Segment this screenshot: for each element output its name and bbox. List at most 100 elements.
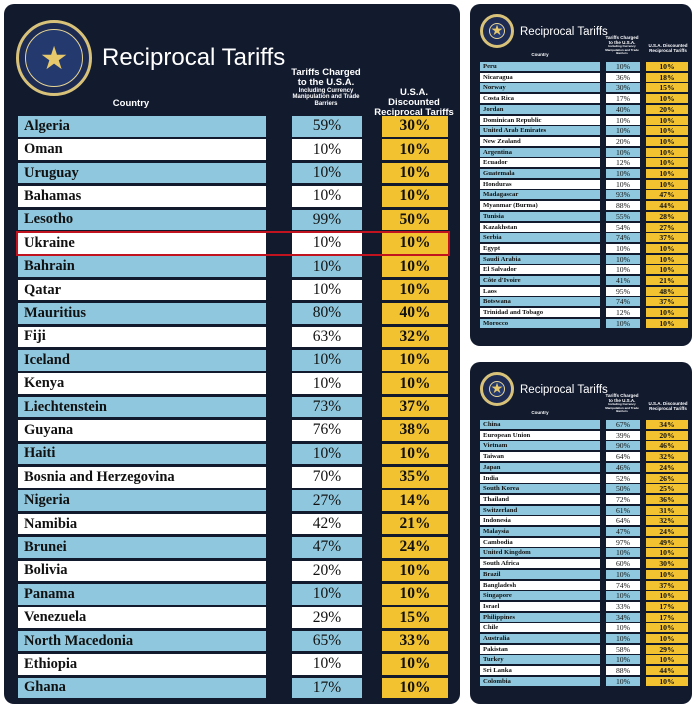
eagle-icon: ★: [39, 39, 69, 77]
reciprocal-tariff-cell: 38%: [382, 420, 448, 441]
table-row: Pakistan 58% 29%: [470, 644, 692, 654]
charged-tariff-cell: 58%: [606, 644, 640, 654]
country-cell: Norway: [480, 83, 600, 93]
reciprocal-tariff-cell: 10%: [646, 655, 688, 665]
reciprocal-tariff-cell: 36%: [646, 494, 688, 504]
reciprocal-tariff-cell: 18%: [646, 72, 688, 82]
charged-tariff-cell: 59%: [292, 116, 362, 137]
table-row: Guatemala 10% 10%: [470, 169, 692, 179]
country-cell: South Korea: [480, 484, 600, 494]
country-cell: Guatemala: [480, 169, 600, 179]
country-cell: Oman: [18, 139, 266, 160]
charged-tariff-cell: 64%: [606, 516, 640, 526]
reciprocal-tariff-cell: 50%: [382, 209, 448, 231]
table-row: Haiti 10% 10%: [4, 443, 460, 465]
table-row: Bolivia 20% 10%: [4, 560, 460, 582]
table-row: Trinidad and Tobago 12% 10%: [470, 308, 692, 318]
charged-tariff-cell: 88%: [606, 201, 640, 211]
reciprocal-tariff-cell: 10%: [382, 350, 448, 371]
reciprocal-tariff-cell: 24%: [646, 527, 688, 537]
reciprocal-tariff-cell: 10%: [382, 560, 448, 582]
table-row: Thailand 72% 36%: [470, 494, 692, 504]
table-row: Brazil 10% 10%: [470, 569, 692, 579]
charged-tariff-cell: 10%: [606, 179, 640, 189]
country-cell: Serbia: [480, 233, 600, 243]
reciprocal-tariff-cell: 49%: [646, 537, 688, 547]
column-header-reciprocal: U.S.A. Discounted Reciprocal Tariffs: [374, 87, 454, 118]
table-row: Honduras 10% 10%: [470, 179, 692, 189]
presidential-seal-icon: ★: [16, 20, 92, 96]
reciprocal-tariff-cell: 34%: [646, 420, 688, 430]
table-row: Norway 30% 15%: [470, 83, 692, 93]
charged-tariff-cell: 10%: [606, 634, 640, 644]
charged-tariff-cell: 74%: [606, 580, 640, 590]
country-cell: Lesotho: [18, 209, 266, 231]
table-row: Indonesia 64% 32%: [470, 516, 692, 526]
reciprocal-tariff-cell: 24%: [646, 462, 688, 472]
charged-tariff-cell: 42%: [292, 513, 362, 535]
reciprocal-tariff-cell: 10%: [646, 62, 688, 72]
charged-tariff-cell: 47%: [292, 537, 362, 558]
table-row: Turkey 10% 10%: [470, 655, 692, 665]
table-row: Dominican Republic 10% 10%: [470, 115, 692, 125]
table-row: Iceland 10% 10%: [4, 350, 460, 371]
table-row: Botswana 74% 37%: [470, 297, 692, 307]
reciprocal-tariff-cell: 24%: [382, 537, 448, 558]
reciprocal-tariff-cell: 10%: [646, 136, 688, 146]
country-cell: Turkey: [480, 655, 600, 665]
charged-tariff-cell: 63%: [292, 326, 362, 348]
charged-tariff-cell: 95%: [606, 286, 640, 296]
charged-tariff-cell: 10%: [606, 62, 640, 72]
charged-tariff-cell: 60%: [606, 559, 640, 569]
country-cell: Malaysia: [480, 527, 600, 537]
country-cell: Dominican Republic: [480, 115, 600, 125]
country-cell: Sri Lanka: [480, 666, 600, 676]
table-row: Madagascar 93% 47%: [470, 190, 692, 200]
charged-tariff-cell: 10%: [292, 654, 362, 675]
column-header-charged-sub: Including Currency Manipulation and Trad…: [605, 44, 639, 55]
reciprocal-tariff-cell: 33%: [382, 630, 448, 652]
reciprocal-tariff-cell: 10%: [646, 254, 688, 264]
reciprocal-tariff-cell: 30%: [382, 116, 448, 137]
table-row: Israel 33% 17%: [470, 601, 692, 611]
charged-tariff-cell: 10%: [292, 373, 362, 394]
table-row: Malaysia 47% 24%: [470, 527, 692, 537]
reciprocal-tariff-cell: 10%: [382, 443, 448, 465]
table-row: Algeria 59% 30%: [4, 116, 460, 137]
column-header-charged: Tariffs Charged to the U.S.A. Including C…: [604, 35, 640, 55]
charged-tariff-cell: 29%: [292, 607, 362, 628]
country-cell: United Kingdom: [480, 548, 600, 558]
table-row: Colombia 10% 10%: [470, 676, 692, 686]
reciprocal-tariff-cell: 37%: [646, 580, 688, 590]
reciprocal-tariff-cell: 10%: [646, 115, 688, 125]
reciprocal-tariff-cell: 30%: [646, 559, 688, 569]
country-cell: Fiji: [18, 326, 266, 348]
reciprocal-tariff-cell: 10%: [382, 654, 448, 675]
seal-inner-ring: [489, 23, 505, 39]
charged-tariff-cell: 10%: [606, 147, 640, 157]
charged-tariff-cell: 10%: [606, 655, 640, 665]
table-row: Australia 10% 10%: [470, 634, 692, 644]
reciprocal-tariff-cell: 10%: [382, 373, 448, 394]
chart-title: Reciprocal Tariffs: [520, 26, 608, 38]
reciprocal-tariff-cell: 28%: [646, 211, 688, 221]
table-row: Qatar 10% 10%: [4, 279, 460, 301]
reciprocal-tariff-cell: 32%: [646, 516, 688, 526]
country-cell: Bosnia and Herzegovina: [18, 467, 266, 488]
charged-tariff-cell: 10%: [606, 169, 640, 179]
country-cell: Colombia: [480, 676, 600, 686]
charged-tariff-cell: 10%: [292, 162, 362, 184]
table-row: Jordan 40% 20%: [470, 104, 692, 114]
charged-tariff-cell: 17%: [606, 94, 640, 104]
reciprocal-tariff-cell: 27%: [646, 222, 688, 232]
reciprocal-tariff-cell: 10%: [646, 676, 688, 686]
reciprocal-tariff-cell: 10%: [646, 623, 688, 633]
table-row: El Salvador 10% 10%: [470, 265, 692, 275]
country-cell: El Salvador: [480, 265, 600, 275]
reciprocal-tariff-cell: 10%: [646, 158, 688, 168]
country-cell: North Macedonia: [18, 630, 266, 652]
charged-tariff-cell: 10%: [606, 623, 640, 633]
reciprocal-tariff-cell: 26%: [646, 473, 688, 483]
table-row: Costa Rica 17% 10%: [470, 94, 692, 104]
country-cell: South Africa: [480, 559, 600, 569]
